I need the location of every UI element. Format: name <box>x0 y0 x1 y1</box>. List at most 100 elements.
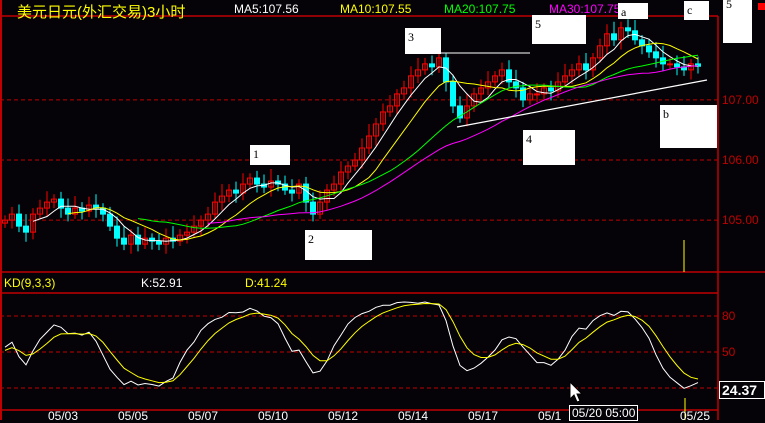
candle-up <box>184 231 190 236</box>
candle-down <box>583 63 589 71</box>
candle-up <box>499 69 505 77</box>
candle-down <box>695 63 701 67</box>
candle-up <box>597 45 603 59</box>
candle-up <box>51 198 57 203</box>
annotation-box: 2 <box>305 230 372 260</box>
candle-down <box>450 81 456 107</box>
ma20-line <box>137 54 699 229</box>
annotation-box: 3 <box>405 28 441 54</box>
k-line <box>4 301 699 389</box>
candle-up <box>576 63 582 71</box>
candle-up <box>72 207 78 215</box>
candle-down <box>156 240 162 245</box>
candle-up <box>534 93 540 96</box>
candle-down <box>429 63 435 68</box>
candle-up <box>562 75 568 83</box>
date-tick: 05/17 <box>468 409 499 423</box>
candle-up <box>380 111 386 125</box>
annotation-box: 5 <box>723 0 752 43</box>
kd-title: KD(9,3,3) <box>4 276 56 290</box>
candle-up <box>359 147 365 161</box>
candle-up <box>408 75 414 89</box>
candle-up <box>415 69 421 77</box>
candle-up <box>569 69 575 77</box>
candle-up <box>338 171 344 185</box>
candle-down <box>520 87 526 101</box>
candle-down <box>23 225 29 233</box>
candle-up <box>86 204 92 212</box>
candle-down <box>506 69 512 83</box>
cursor-date-box: 05/20 05:00 <box>569 405 639 421</box>
candle-up <box>471 93 477 107</box>
ma30-line <box>207 65 699 224</box>
candle-down <box>58 198 64 209</box>
date-tick: 05/05 <box>118 409 149 423</box>
candle-up <box>2 219 8 224</box>
candle-up <box>618 27 624 41</box>
candle-up <box>422 63 428 71</box>
candle-up <box>464 105 470 119</box>
candle-down <box>289 189 295 194</box>
candle-up <box>30 213 36 233</box>
candle-up <box>205 213 211 221</box>
ma30-label: MA30:107.75 <box>549 2 621 16</box>
candle-up <box>394 93 400 107</box>
candle-up <box>198 219 204 227</box>
candle-up <box>485 81 491 89</box>
candle-up <box>352 159 358 167</box>
candle-up <box>212 201 218 215</box>
candle-up <box>247 177 253 185</box>
candle-down <box>548 87 554 92</box>
candle-up <box>128 234 134 245</box>
candle-up <box>9 213 15 221</box>
date-tick: 05/25 <box>680 409 711 423</box>
candle-up <box>401 87 407 95</box>
date-tick: 05/10 <box>258 409 289 423</box>
candle-up <box>142 237 148 245</box>
date-tick: 05/07 <box>188 409 219 423</box>
price-tick: 106.00 <box>722 153 759 167</box>
date-tick: 05/14 <box>398 409 429 423</box>
candle-up <box>226 189 232 197</box>
candle-up <box>527 93 533 101</box>
candle-up <box>478 87 484 95</box>
candle-down <box>149 237 155 242</box>
candle-down <box>114 225 120 239</box>
candle-down <box>65 207 71 215</box>
candle-down <box>674 63 680 68</box>
ma20-label: MA20:107.75 <box>444 2 516 16</box>
annotation-box: c <box>684 1 709 20</box>
candle-down <box>611 33 617 41</box>
d-line <box>4 302 699 384</box>
ma10-line <box>67 42 699 241</box>
candle-up <box>387 105 393 113</box>
candle-up <box>345 165 351 173</box>
annotation-box: b <box>660 105 717 148</box>
candle-down <box>135 234 141 245</box>
date-tick: 05/12 <box>328 409 359 423</box>
candle-up <box>492 75 498 83</box>
annotation-box: 4 <box>523 130 575 165</box>
ma10-label: MA10:107.55 <box>340 2 412 16</box>
candle-up <box>44 201 50 209</box>
k-value: K:52.91 <box>141 276 183 290</box>
candle-down <box>457 105 463 119</box>
price-tick: 107.00 <box>722 93 759 107</box>
status-square <box>758 3 765 10</box>
kd-value-box: 24.37 <box>719 381 765 399</box>
candle-down <box>121 237 127 245</box>
candle-up <box>317 201 323 215</box>
candle-up <box>667 63 673 66</box>
date-tick: 05/03 <box>48 409 79 423</box>
ma5-line <box>32 33 699 242</box>
candle-up <box>604 33 610 47</box>
candle-down <box>16 213 22 227</box>
candle-up <box>590 57 596 71</box>
candle-down <box>646 45 652 53</box>
candle-down <box>625 27 631 32</box>
candle-up <box>331 183 337 191</box>
candle-up <box>366 135 372 149</box>
date-tick: 05/1 <box>538 409 562 423</box>
d-value: D:41.24 <box>245 276 288 290</box>
